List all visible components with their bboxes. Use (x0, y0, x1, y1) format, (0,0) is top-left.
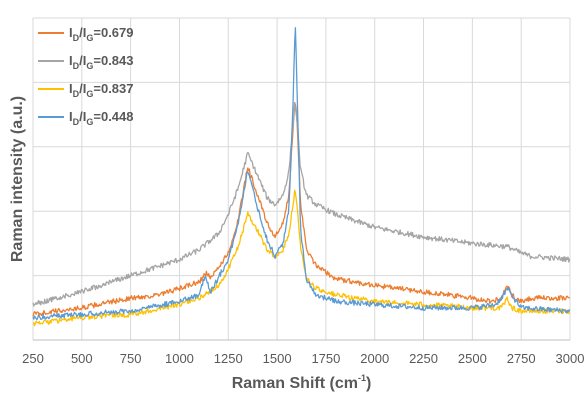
x-axis-tick-labels: 250 500 750 1000 1250 1500 1750 2000 2250 2500 275… (22, 351, 584, 366)
series-line-1 (32, 102, 571, 317)
x-axis-title: Raman Shift (cm-1) (232, 373, 372, 392)
x-tick-label: 1500 (263, 351, 292, 366)
x-tick-label: 1000 (165, 351, 194, 366)
x-tick-label: 2000 (360, 351, 389, 366)
x-tick-label: 2750 (507, 351, 536, 366)
x-axis-title-main: Raman Shift (cm (232, 375, 358, 392)
x-tick-label: 1750 (311, 351, 340, 366)
x-tick-label: 250 (22, 351, 44, 366)
chart-gridlines (32, 17, 571, 341)
x-axis-title-superscript: -1 (358, 373, 366, 383)
series-line-4 (32, 27, 571, 321)
legend-label-4: ID/IG=0.448 (69, 109, 134, 127)
x-tick-label: 2250 (409, 351, 438, 366)
chart-legend: ID/IG=0.679 ID/IG=0.843 ID/IG=0.837 ID/IG=0… (38, 25, 134, 127)
x-axis-title-close: ) (366, 375, 371, 392)
legend-label-2: ID/IG=0.843 (69, 53, 134, 71)
x-tick-label: 750 (120, 351, 142, 366)
x-tick-label: 3000 (556, 351, 585, 366)
legend-label-1: ID/IG=0.679 (69, 25, 134, 43)
x-tick-label: 1250 (214, 351, 243, 366)
x-tick-label: 2500 (458, 351, 487, 366)
series-line-2 (32, 102, 571, 307)
legend-label-3: ID/IG=0.837 (69, 81, 134, 99)
chart-series-group (32, 27, 571, 327)
x-tick-label: 500 (71, 351, 93, 366)
y-axis-title: Raman intensity (a.u.) (9, 96, 26, 262)
